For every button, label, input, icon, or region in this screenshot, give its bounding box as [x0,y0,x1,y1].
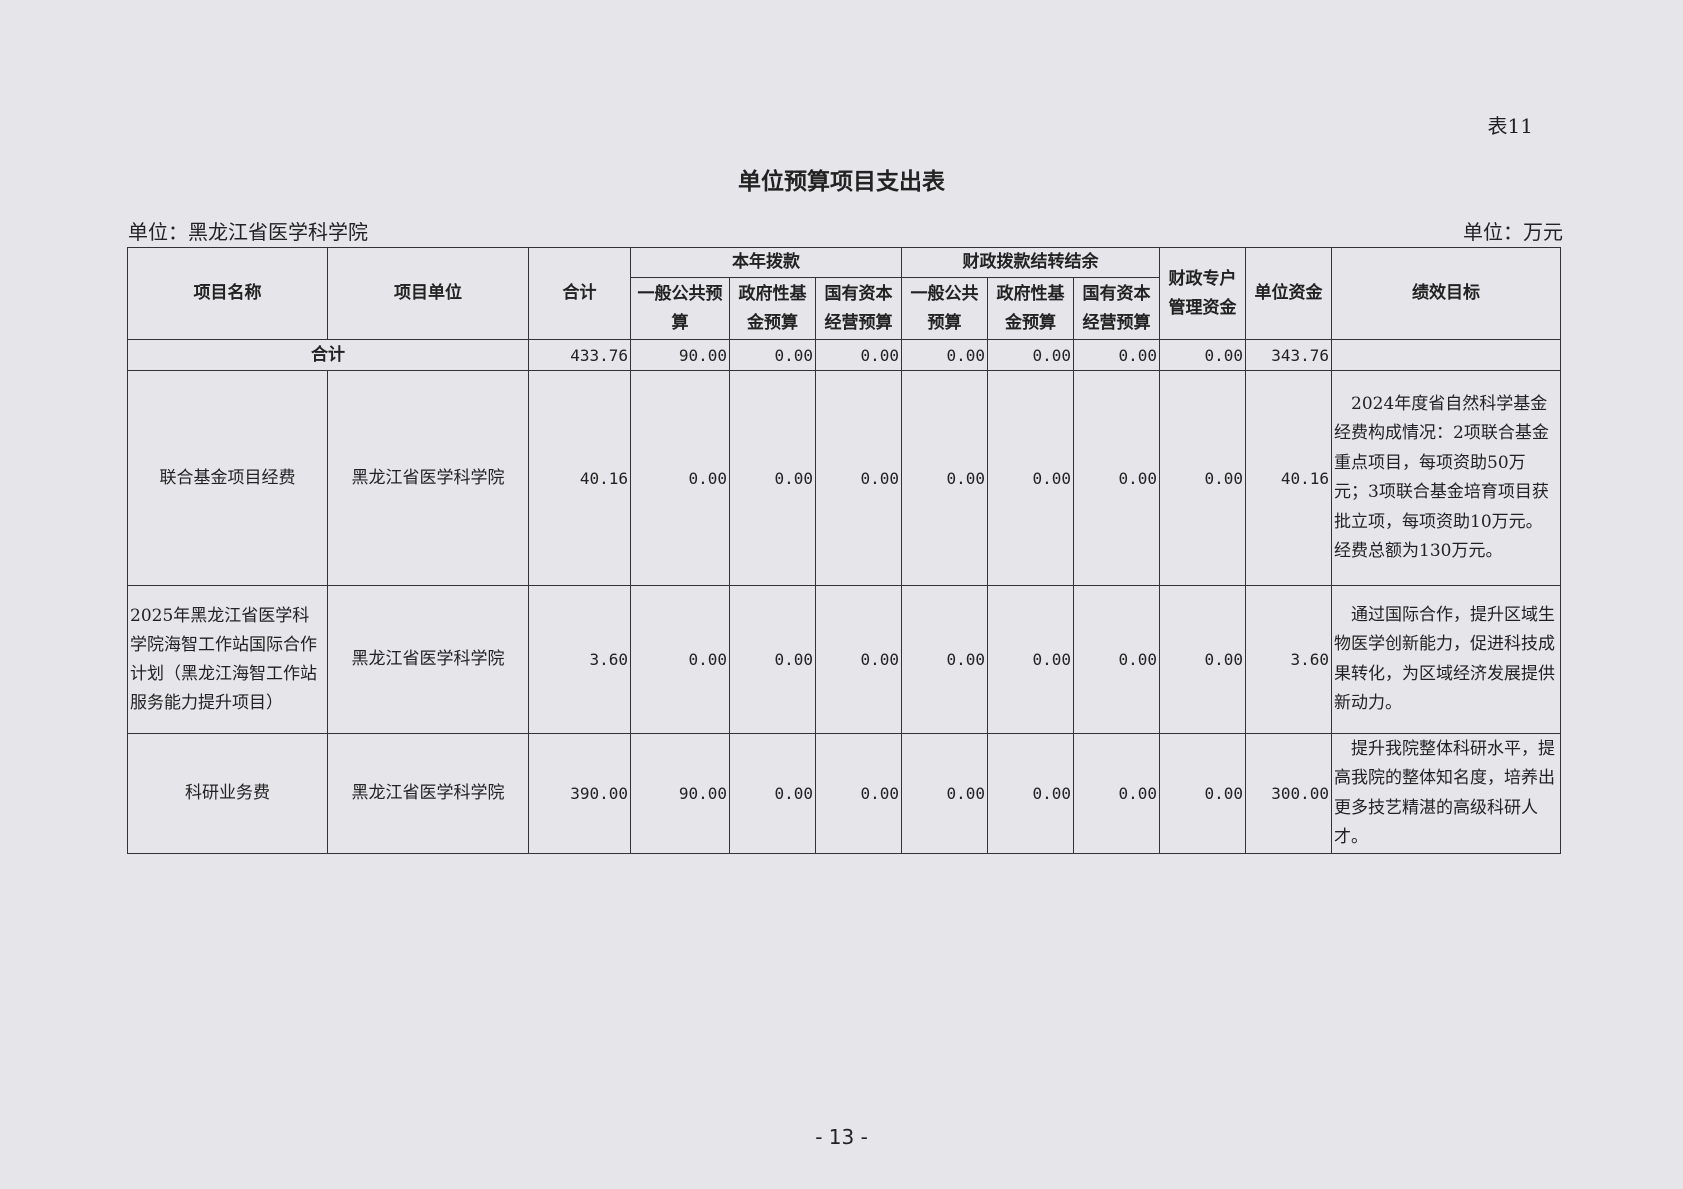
header-sub: 一般公共预算 [901,277,989,340]
cell: 0.00 [1073,370,1161,586]
project-unit: 黑龙江省医学科学院 [327,585,529,734]
total-row: 合计 433.76 90.00 0.00 0.00 0.00 0.00 0.00… [127,339,1562,371]
header-sub: 国有资本经营预算 [1073,277,1161,340]
cell: 40.16 [1245,370,1333,586]
cell: 0.00 [814,370,903,586]
project-name: 科研业务费 [127,733,328,854]
cell: 0.00 [901,585,989,734]
page-title: 单位预算项目支出表 [738,169,945,195]
cell: 0.00 [729,585,816,734]
header-total: 合计 [528,247,631,340]
header-sub: 政府性基金预算 [987,277,1075,340]
header-special-account: 财政专户管理资金 [1159,247,1247,340]
cell: 343.76 [1245,339,1333,371]
project-name: 2025年黑龙江省医学科学院海智工作站国际合作计划（黑龙江海智工作站服务能力提升… [127,585,328,734]
table-number: 表11 [1487,114,1533,138]
header-performance-goal: 绩效目标 [1331,247,1562,340]
cell: 90.00 [630,339,730,371]
cell: 0.00 [901,339,989,371]
total-label: 合计 [127,339,529,371]
cell: 0.00 [814,585,903,734]
cell: 40.16 [528,370,631,586]
cell: 0.00 [630,585,730,734]
cell [1331,339,1562,371]
cell: 0.00 [729,733,816,854]
organization-unit: 单位：黑龙江省医学科学院 [128,220,368,244]
budget-table: 项目名称 项目单位 合计 本年拨款 财政拨款结转结余 财政专户管理资金 单位资金… [127,247,1562,854]
header-name: 项目名称 [127,247,328,340]
table-row: 联合基金项目经费 黑龙江省医学科学院 40.16 0.00 0.00 0.00 … [127,370,1562,586]
performance-goal: 2024年度省自然科学基金经费构成情况：2项联合基金重点项目，每项资助50万元；… [1331,370,1562,586]
cell: 0.00 [1073,339,1161,371]
header-sub: 国有资本经营预算 [814,277,903,340]
cell: 0.00 [1159,370,1247,586]
cell: 3.60 [528,585,631,734]
cell: 0.00 [1073,733,1161,854]
table-row: 2025年黑龙江省医学科学院海智工作站国际合作计划（黑龙江海智工作站服务能力提升… [127,585,1562,734]
cell: 0.00 [901,370,989,586]
performance-goal: 提升我院整体科研水平，提高我院的整体知名度，培养出更多技艺精湛的高级科研人才。 [1331,733,1562,854]
table-row: 科研业务费 黑龙江省医学科学院 390.00 90.00 0.00 0.00 0… [127,733,1562,854]
header-unit: 项目单位 [327,247,529,340]
header-own-funds: 单位资金 [1245,247,1333,340]
cell: 3.60 [1245,585,1333,734]
cell: 0.00 [987,733,1075,854]
cell: 0.00 [729,370,816,586]
header-current-year: 本年拨款 [629,247,903,278]
header-carryover: 财政拨款结转结余 [901,247,1161,278]
project-name: 联合基金项目经费 [127,370,328,586]
cell: 300.00 [1245,733,1333,854]
cell: 0.00 [1159,733,1247,854]
cell: 0.00 [987,370,1075,586]
cell: 0.00 [729,339,816,371]
page-number: - 13 - [815,1125,868,1149]
cell: 433.76 [528,339,631,371]
cell: 0.00 [630,370,730,586]
performance-goal: 通过国际合作，提升区域生物医学创新能力，促进科技成果转化，为区域经济发展提供新动… [1331,585,1562,734]
cell: 90.00 [630,733,730,854]
cell: 0.00 [987,339,1075,371]
project-unit: 黑龙江省医学科学院 [327,733,529,854]
cell: 390.00 [528,733,631,854]
cell: 0.00 [1159,585,1247,734]
cell: 0.00 [987,585,1075,734]
cell: 0.00 [814,733,903,854]
header-sub: 政府性基金预算 [729,277,816,340]
project-unit: 黑龙江省医学科学院 [327,370,529,586]
cell: 0.00 [1159,339,1247,371]
currency-unit: 单位：万元 [1463,220,1563,244]
cell: 0.00 [814,339,903,371]
cell: 0.00 [901,733,989,854]
header-sub: 一般公共预算 [630,277,730,340]
cell: 0.00 [1073,585,1161,734]
